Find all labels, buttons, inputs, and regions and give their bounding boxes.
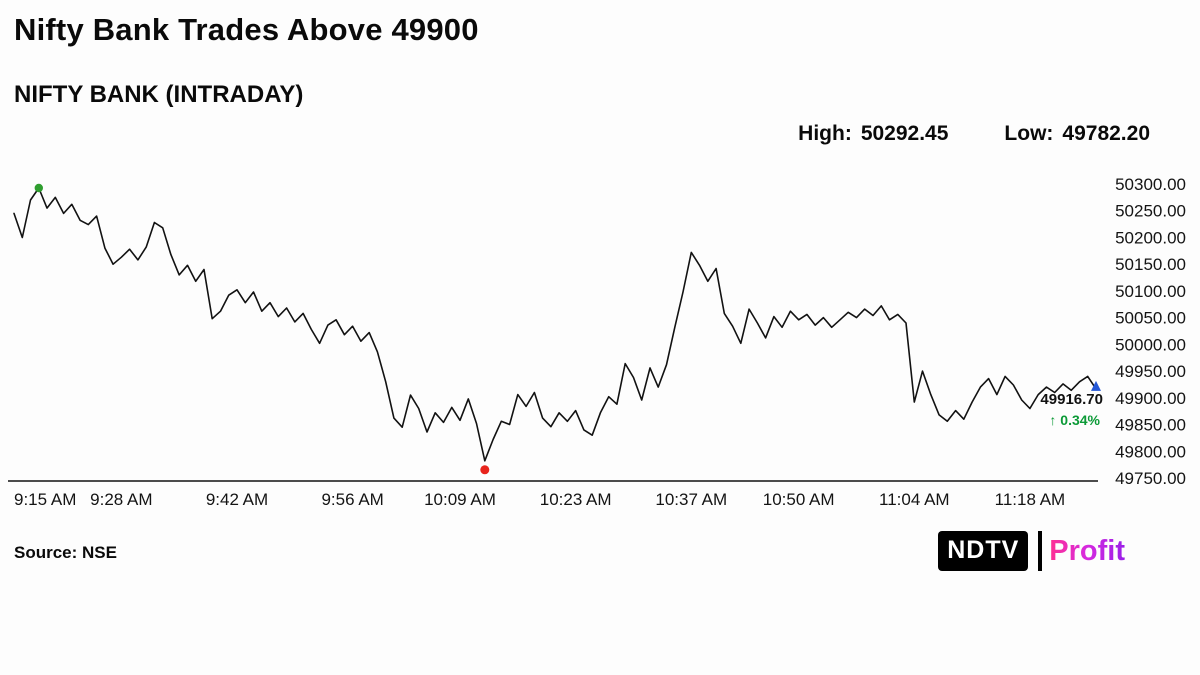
latest-tick-marker: [1091, 380, 1101, 391]
low-value: 49782.20: [1062, 122, 1150, 145]
x-axis-label: 11:04 AM: [879, 490, 950, 509]
x-axis-label: 10:09 AM: [424, 490, 496, 509]
x-axis-label: 10:23 AM: [540, 490, 612, 509]
x-axis-label: 9:28 AM: [90, 490, 152, 509]
y-axis-label: 50000.00: [1115, 335, 1186, 354]
high-label: High:: [798, 122, 852, 145]
x-axis-label: 10:37 AM: [655, 490, 727, 509]
y-axis-label: 50150.00: [1115, 255, 1186, 274]
price-chart: 50300.00 50250.00 50200.00 50150.00 50100.00…: [8, 175, 1186, 509]
x-axis-label: 9:56 AM: [321, 490, 383, 509]
last-price-label: 49916.70: [1040, 391, 1103, 408]
profit-logo-text: Profit: [1049, 534, 1125, 567]
y-axis-label: 49900.00: [1115, 389, 1186, 408]
page-title: Nifty Bank Trades Above 49900: [14, 12, 479, 47]
source-attribution: Source: NSE: [14, 543, 117, 562]
y-axis-label: 49800.00: [1115, 442, 1186, 461]
x-axis-label: 9:15 AM: [14, 490, 76, 509]
x-axis-label: 9:42 AM: [206, 490, 268, 509]
low-stat: Low: 49782.20: [1004, 122, 1150, 146]
high-value: 50292.45: [860, 122, 949, 145]
y-axis-label: 50250.00: [1115, 202, 1186, 221]
y-axis-label: 50200.00: [1115, 228, 1186, 247]
ndtv-profit-logo: NDTV Profit: [938, 531, 1125, 571]
y-axis-label: 50300.00: [1115, 175, 1186, 194]
y-axis-label: 49850.00: [1115, 416, 1186, 435]
x-axis-label: 10:50 AM: [763, 490, 835, 509]
x-axis-label: 11:18 AM: [995, 490, 1066, 509]
price-change-label: ↑ 0.34%: [1049, 412, 1100, 428]
price-line: [13, 187, 1097, 462]
low-marker-dot: [480, 465, 490, 475]
y-axis-label: 50050.00: [1115, 309, 1186, 328]
y-axis-label: 50100.00: [1115, 282, 1186, 301]
y-axis-label: 49750.00: [1115, 469, 1186, 488]
logo-divider: [1038, 531, 1043, 571]
high-marker-dot: [34, 183, 43, 193]
high-stat: High: 50292.45: [798, 122, 948, 146]
chart-subtitle: NIFTY BANK (INTRADAY): [14, 81, 304, 108]
low-label: Low:: [1004, 122, 1054, 145]
high-low-stats: High: 50292.45 Low: 49782.20: [798, 122, 1150, 146]
y-axis-label: 49950.00: [1115, 362, 1186, 381]
ndtv-logo-mark: NDTV: [938, 531, 1029, 571]
